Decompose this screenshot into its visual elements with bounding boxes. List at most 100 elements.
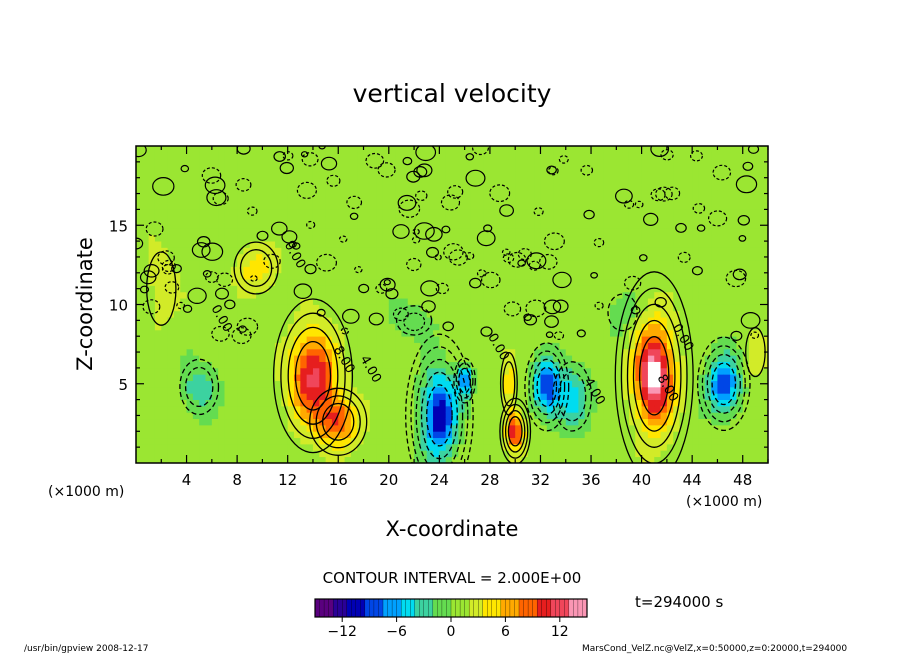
- heatmap-cell: [148, 152, 156, 160]
- heatmap-cell: [698, 323, 706, 331]
- heatmap-cell: [426, 450, 434, 458]
- heatmap-cell: [331, 431, 339, 439]
- heatmap-cell: [489, 190, 497, 198]
- heatmap-cell: [357, 437, 364, 445]
- heatmap-cell: [136, 393, 143, 400]
- heatmap-cell: [692, 342, 699, 350]
- heatmap-cell: [363, 329, 371, 337]
- heatmap-cell: [584, 348, 592, 356]
- heatmap-cell: [603, 184, 611, 191]
- heatmap-cell: [237, 380, 244, 388]
- heatmap-cell: [685, 184, 693, 191]
- heatmap-cell: [452, 203, 459, 210]
- heatmap-cell: [540, 380, 548, 388]
- heatmap-cell: [256, 393, 263, 400]
- heatmap-cell: [357, 152, 364, 160]
- heatmap-cell: [312, 386, 320, 394]
- heatmap-cell: [559, 405, 567, 413]
- heatmap-cell: [749, 450, 756, 458]
- heatmap-cell: [136, 260, 143, 267]
- heatmap-cell: [420, 260, 428, 267]
- heatmap-cell: [591, 342, 598, 350]
- heatmap-cell: [376, 146, 383, 153]
- heatmap-cell: [502, 367, 510, 375]
- heatmap-cell: [761, 336, 768, 343]
- heatmap-cell: [376, 171, 383, 179]
- heatmap-cell: [635, 380, 642, 388]
- heatmap-cell: [161, 355, 168, 362]
- heatmap-cell: [218, 146, 225, 153]
- heatmap-cell: [154, 298, 162, 305]
- heatmap-cell: [711, 329, 718, 337]
- heatmap-cell: [508, 329, 516, 337]
- heatmap-cell: [401, 418, 409, 426]
- heatmap-cell: [331, 177, 339, 185]
- heatmap-cell: [407, 279, 415, 286]
- heatmap-cell: [180, 405, 187, 413]
- heatmap-cell: [173, 190, 181, 198]
- heatmap-cell: [483, 177, 491, 185]
- heatmap-cell: [698, 348, 706, 356]
- heatmap-cell: [161, 190, 168, 198]
- heatmap-cell: [679, 310, 687, 318]
- heatmap-cell: [161, 424, 168, 432]
- heatmap-cell: [199, 215, 206, 223]
- heatmap-cell: [148, 272, 156, 280]
- heatmap-cell: [281, 209, 289, 217]
- heatmap-cell: [622, 196, 630, 204]
- heatmap-cell: [275, 342, 282, 350]
- heatmap-cell: [654, 361, 661, 369]
- heatmap-cell: [761, 424, 768, 432]
- heatmap-cell: [572, 215, 579, 223]
- heatmap-cell: [591, 443, 598, 451]
- heatmap-cell: [673, 399, 680, 407]
- heatmap-cell: [161, 291, 168, 299]
- heatmap-cell: [742, 253, 750, 261]
- heatmap-cell: [433, 158, 440, 166]
- heatmap-cell: [477, 424, 484, 432]
- heatmap-cell: [742, 431, 750, 439]
- heatmap-cell: [439, 158, 447, 166]
- heatmap-cell: [647, 171, 655, 179]
- heatmap-cell: [540, 437, 548, 445]
- heatmap-cell: [192, 291, 200, 299]
- heatmap-cell: [439, 355, 447, 362]
- heatmap-cell: [736, 184, 744, 191]
- heatmap-cell: [439, 165, 447, 172]
- heatmap-cell: [363, 310, 371, 318]
- heatmap-cell: [679, 291, 687, 299]
- heatmap-cell: [749, 253, 756, 261]
- heatmap-cell: [673, 272, 680, 280]
- heatmap-cell: [470, 279, 478, 286]
- heatmap-cell: [382, 450, 390, 458]
- heatmap-cell: [376, 298, 383, 305]
- heatmap-cell: [319, 336, 326, 343]
- heatmap-cell: [376, 228, 383, 236]
- heatmap-cell: [325, 380, 333, 388]
- heatmap-cell: [628, 196, 636, 204]
- heatmap-cell: [603, 241, 611, 248]
- heatmap-cell: [414, 355, 421, 362]
- heatmap-cell: [496, 253, 503, 261]
- heatmap-cell: [711, 323, 718, 331]
- heatmap-cell: [565, 405, 573, 413]
- heatmap-cell: [603, 399, 611, 407]
- heatmap-cell: [597, 367, 605, 375]
- heatmap-cell: [559, 171, 567, 179]
- heatmap-cell: [306, 285, 314, 293]
- heatmap-cell: [559, 184, 567, 191]
- heatmap-cell: [641, 171, 649, 179]
- heatmap-cell: [521, 158, 529, 166]
- heatmap-cell: [565, 253, 573, 261]
- heatmap-cell: [723, 361, 731, 369]
- heatmap-cell: [249, 323, 257, 331]
- heatmap-cell: [508, 374, 516, 381]
- heatmap-cell: [281, 386, 289, 394]
- heatmap-cell: [395, 424, 402, 432]
- heatmap-cell: [521, 184, 529, 191]
- heatmap-cell: [736, 222, 744, 229]
- heatmap-cell: [698, 443, 706, 451]
- heatmap-cell: [148, 418, 156, 426]
- heatmap-cell: [388, 380, 396, 388]
- heatmap-cell: [578, 393, 586, 400]
